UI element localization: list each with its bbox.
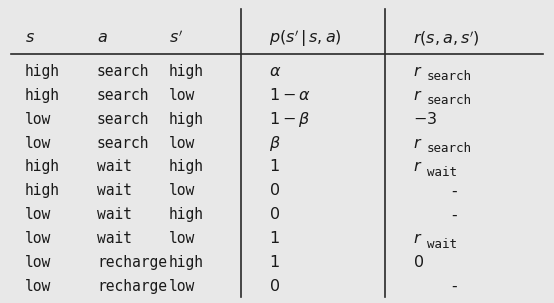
Text: wait: wait [427,238,456,251]
Text: low: low [25,112,51,127]
Text: $0$: $0$ [269,278,280,295]
Text: high: high [25,64,60,79]
Text: $1-\alpha$: $1-\alpha$ [269,87,311,104]
Text: $s'$: $s'$ [169,29,183,47]
Text: $a$: $a$ [97,29,107,46]
Text: high: high [169,207,204,222]
Text: $r$: $r$ [413,158,422,175]
Text: search: search [97,64,150,79]
Text: $r(s, a, s')$: $r(s, a, s')$ [413,28,480,48]
Text: $0$: $0$ [269,182,280,199]
Text: $1$: $1$ [269,158,279,175]
Text: wait: wait [97,207,132,222]
Text: search: search [97,88,150,103]
Text: low: low [169,183,195,198]
Text: search: search [427,94,471,107]
Text: $r$: $r$ [413,87,422,104]
Text: -: - [449,183,459,198]
Text: search: search [97,112,150,127]
Text: $0$: $0$ [269,206,280,223]
Text: low: low [25,231,51,246]
Text: $r$: $r$ [413,63,422,80]
Text: high: high [169,255,204,270]
Text: search: search [427,142,471,155]
Text: low: low [169,88,195,103]
Text: wait: wait [427,166,456,179]
Text: $r$: $r$ [413,135,422,152]
Text: -: - [449,279,459,294]
Text: wait: wait [97,159,132,175]
Text: low: low [169,279,195,294]
Text: high: high [25,88,60,103]
Text: -: - [449,207,459,222]
Text: $\alpha$: $\alpha$ [269,63,281,80]
Text: high: high [169,112,204,127]
Text: recharge: recharge [97,255,167,270]
Text: low: low [169,231,195,246]
Text: low: low [25,255,51,270]
Text: high: high [169,159,204,175]
Text: $1$: $1$ [269,254,279,271]
Text: wait: wait [97,183,132,198]
Text: high: high [25,183,60,198]
Text: low: low [169,135,195,151]
Text: low: low [25,279,51,294]
Text: $\beta$: $\beta$ [269,134,280,152]
Text: high: high [25,159,60,175]
Text: wait: wait [97,231,132,246]
Text: high: high [169,64,204,79]
Text: low: low [25,207,51,222]
Text: $0$: $0$ [413,254,424,271]
Text: $1-\beta$: $1-\beta$ [269,110,310,128]
Text: search: search [427,70,471,83]
Text: $p(s'\,|\,s,a)$: $p(s'\,|\,s,a)$ [269,27,342,48]
Text: low: low [25,135,51,151]
Text: search: search [97,135,150,151]
Text: $r$: $r$ [413,230,422,247]
Text: $s$: $s$ [25,29,35,46]
Text: $1$: $1$ [269,230,279,247]
Text: recharge: recharge [97,279,167,294]
Text: $-3$: $-3$ [413,111,437,128]
